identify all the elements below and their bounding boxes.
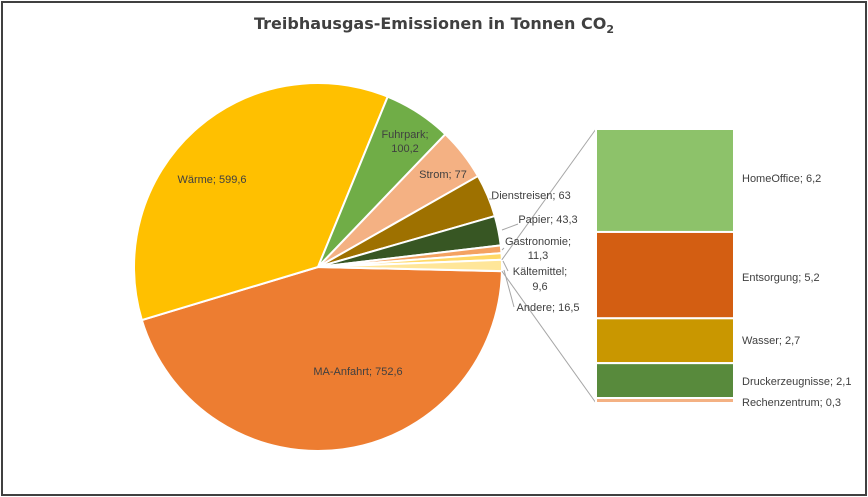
slice-waerme — [133, 82, 389, 322]
label-entsorgung: Entsorgung; 5,2 — [742, 272, 820, 284]
label-andere: Andere; 16,5 — [517, 302, 580, 314]
bar-segment-rechenzentrum — [595, 397, 735, 404]
leader-papier — [501, 223, 519, 231]
slice-ma-anfahrt — [140, 265, 503, 452]
bar-segment-druckerzeugnisse — [595, 362, 735, 400]
label-waerme: Wärme; 599,6 — [177, 174, 246, 186]
pie — [133, 82, 503, 452]
leader-andere — [503, 269, 515, 308]
label-fuhrpark-line1: Fuhrpark; — [381, 129, 428, 141]
bar-segment-entsorgung — [595, 230, 735, 320]
data-labels: MA-Anfahrt; 752,6 Wärme; 599,6 Fuhrpark; 10… — [177, 129, 851, 409]
label-dienstreisen: Dienstreisen; 63 — [491, 190, 571, 202]
slice-andere — [317, 258, 503, 273]
label-papier: Papier; 43,3 — [518, 214, 577, 226]
bar-segment-homeoffice — [595, 128, 735, 233]
label-rechenzentrum: Rechenzentrum; 0,3 — [742, 397, 841, 409]
connector-line-bottom — [501, 270, 597, 404]
chart-title: Treibhausgas-Emissionen in Tonnen CO2 — [254, 14, 614, 37]
label-druckerzeugnisse: Druckerzeugnisse; 2,1 — [742, 376, 851, 388]
label-kaeltemittel-line2: 9,6 — [532, 281, 547, 293]
label-kaeltemittel-line1: Kältemittel; — [513, 266, 567, 278]
connector-lines — [501, 128, 597, 404]
label-wasser: Wasser; 2,7 — [742, 335, 800, 347]
bar-segment-wasser — [595, 317, 735, 365]
label-strom: Strom; 77 — [419, 169, 467, 181]
label-homeoffice: HomeOffice; 6,2 — [742, 173, 821, 185]
label-ma-anfahrt: MA-Anfahrt; 752,6 — [313, 366, 402, 378]
leader-kaeltemittel — [502, 260, 509, 272]
leader-gastronomie — [501, 247, 505, 251]
stacked-bar — [595, 128, 735, 404]
connector-line-top — [501, 128, 597, 261]
label-fuhrpark-line2: 100,2 — [391, 143, 419, 155]
label-gastronomie-line1: Gastronomie; — [505, 236, 571, 248]
label-gastronomie-line2: 11,3 — [528, 250, 549, 262]
